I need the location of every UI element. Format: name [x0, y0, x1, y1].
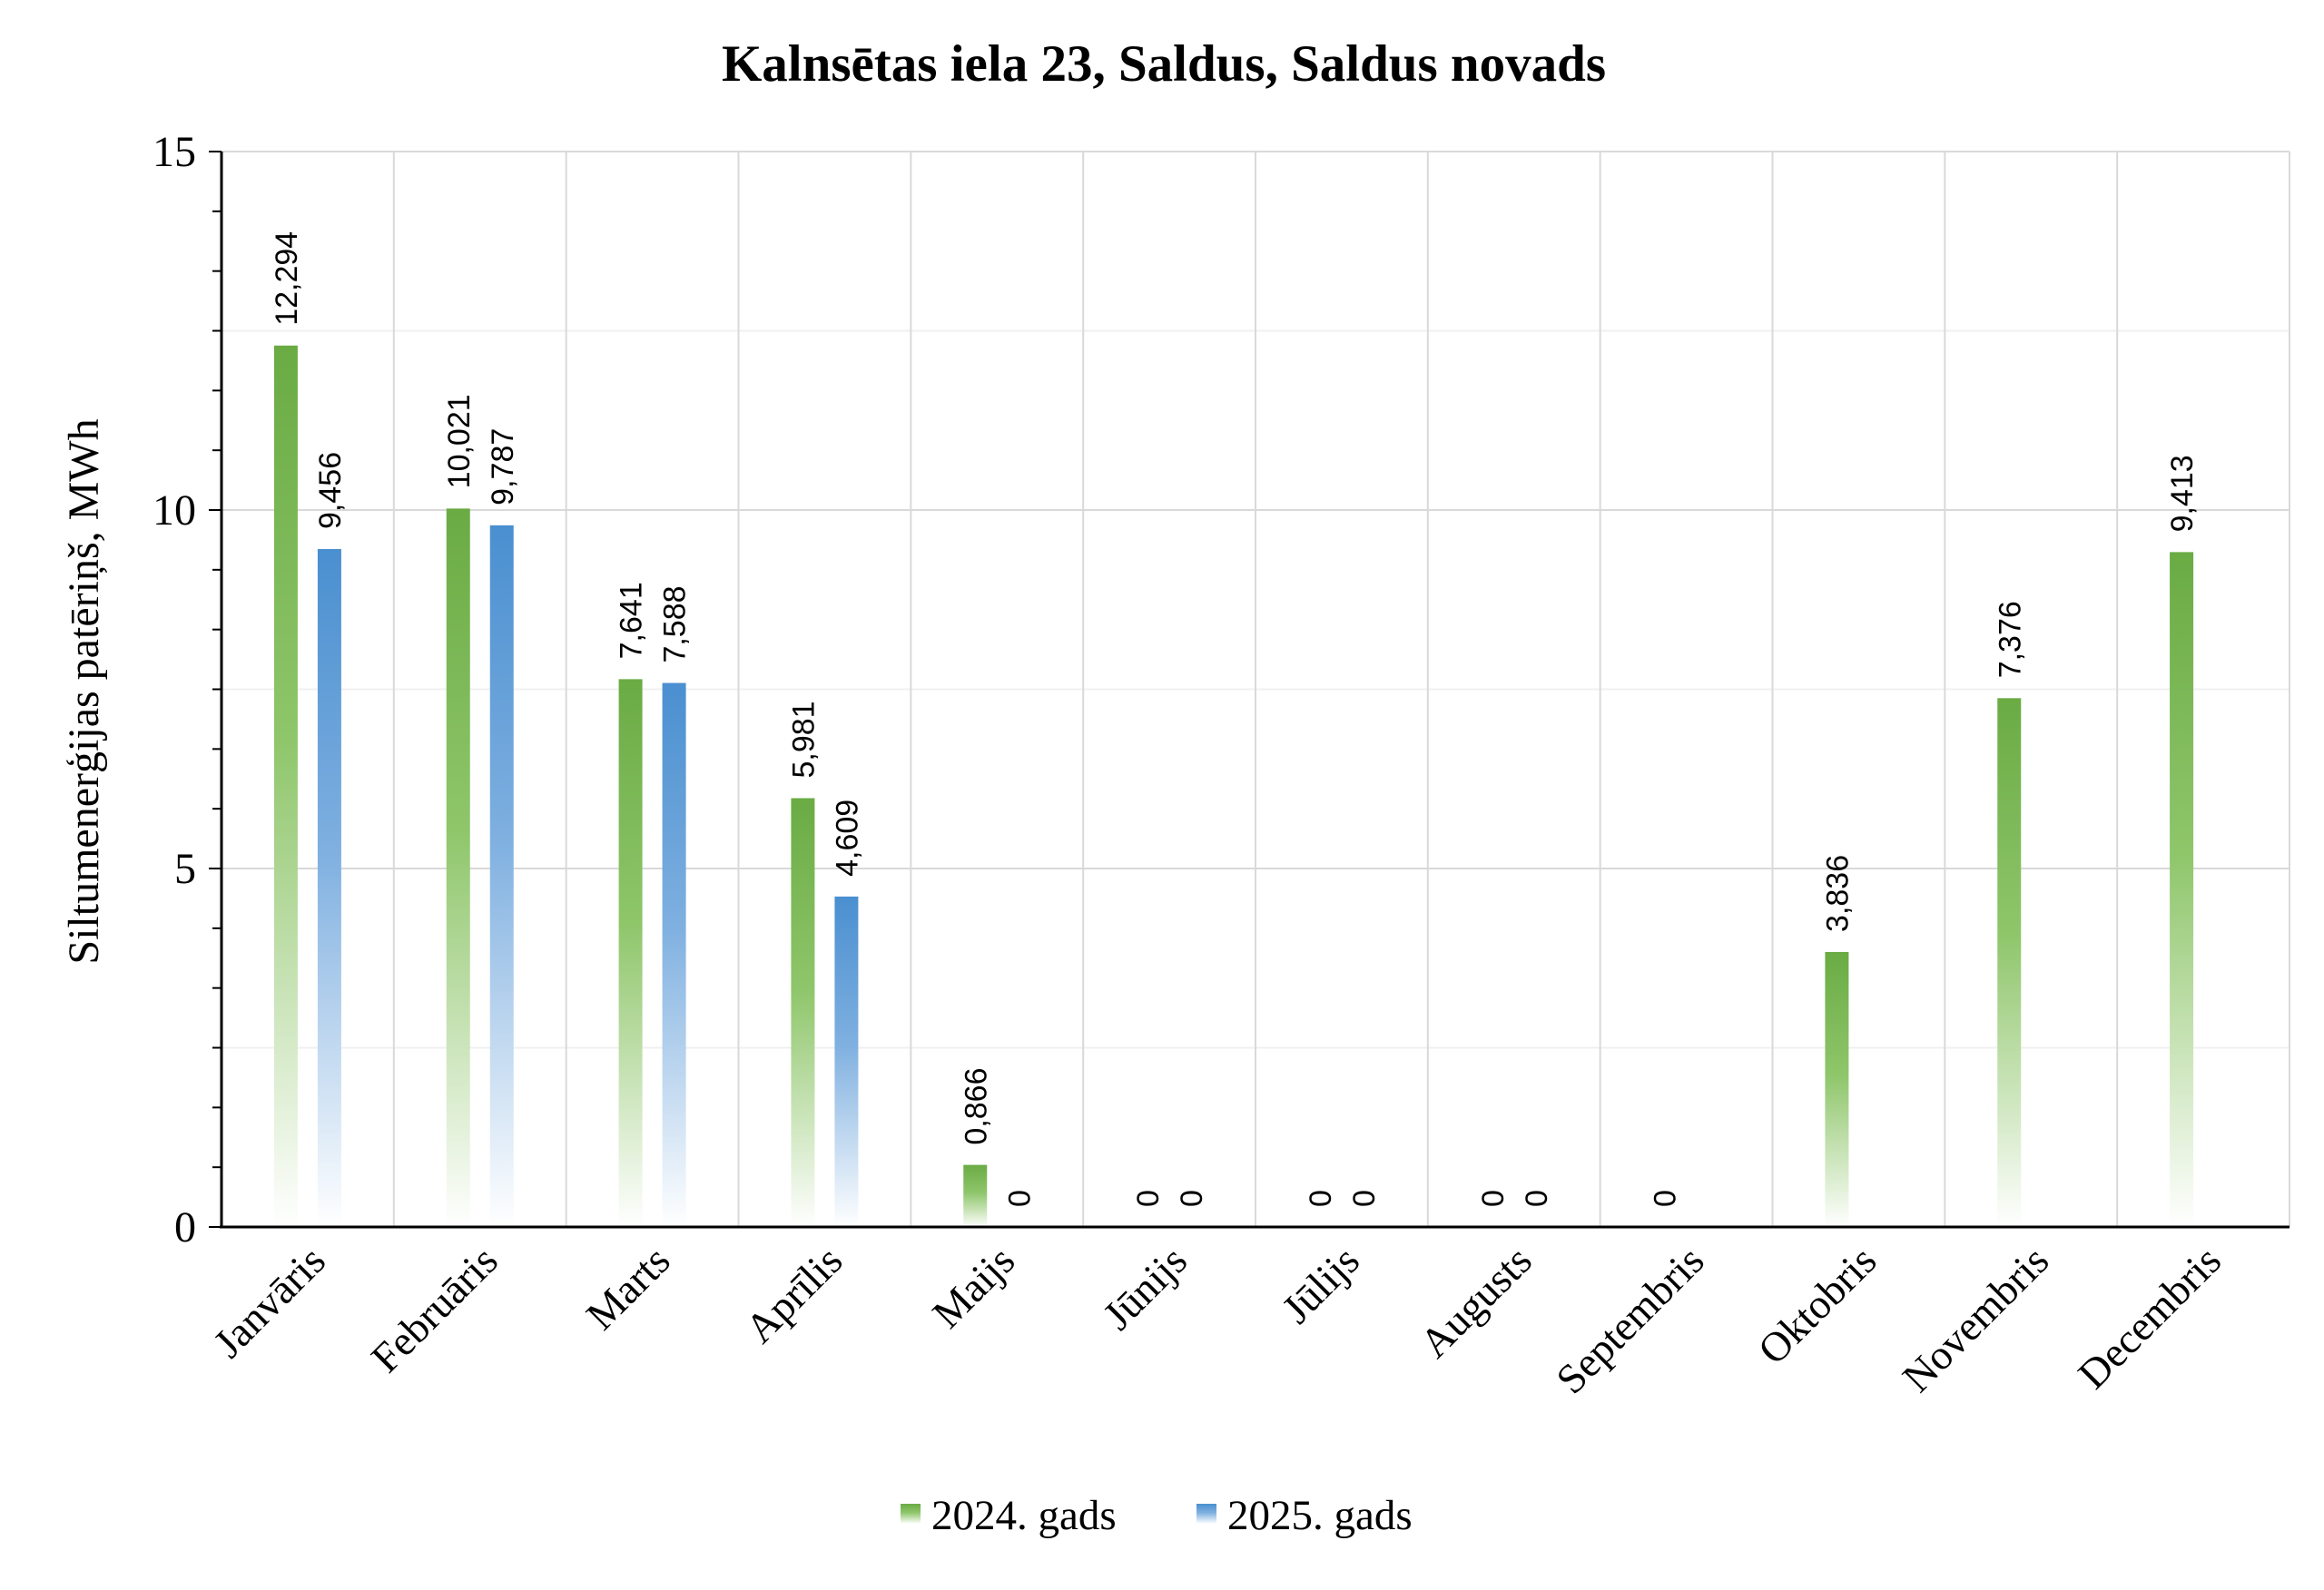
x-tick-label-9: Oktobris [1749, 1237, 1886, 1373]
data-label-2024-7: 0 [1476, 1190, 1511, 1207]
x-tick-labels: Janvāris Februāris Marts Aprīlis Maijs Jūnijs… [204, 1237, 2230, 1402]
data-label-2025-3: 4,609 [830, 800, 864, 877]
data-label-2025-5: 0 [1175, 1190, 1209, 1207]
bar-2024-9 [1825, 951, 1849, 1227]
bar-2025-0 [317, 548, 341, 1227]
data-label-2024-9: 3,836 [1820, 855, 1855, 932]
y-tick-label-0: 0 [174, 1203, 196, 1251]
data-label-2025-7: 0 [1520, 1190, 1554, 1207]
data-label-2024-1: 10,021 [442, 394, 477, 488]
x-tick-label-0: Janvāris [204, 1237, 334, 1367]
data-label-2024-6: 0 [1304, 1190, 1338, 1207]
x-tick-label-1: Februāris [362, 1237, 507, 1381]
bar-2024-2 [618, 679, 643, 1227]
data-label-2025-1: 9,787 [486, 428, 520, 505]
x-tick-label-10: Novembris [1894, 1237, 2058, 1401]
y-axis-label: Siltumenerģijas patēriņš, MWh [60, 418, 108, 964]
bar-2025-3 [834, 896, 859, 1227]
x-tick-label-3: Aprīlis [736, 1237, 851, 1351]
y-tick-label-2: 10 [153, 486, 196, 535]
legend-swatch-2024 [901, 1504, 921, 1524]
x-tick-label-11: Decembris [2069, 1237, 2230, 1398]
x-tick-label-8: Septembris [1547, 1237, 1712, 1402]
legend: 2024. gads 2025. gads [901, 1492, 1413, 1539]
data-label-2025-0: 9,456 [313, 452, 348, 529]
legend-swatch-2025 [1196, 1504, 1216, 1524]
data-label-2024-11: 9,413 [2165, 455, 2200, 532]
x-tick-label-7: Augusts [1411, 1237, 1541, 1367]
y-tick-labels: 0 5 10 15 [153, 128, 196, 1251]
data-label-2024-8: 0 [1649, 1190, 1683, 1207]
x-tick-label-2: Marts [577, 1237, 679, 1339]
legend-label-2024: 2024. gads [931, 1492, 1117, 1539]
x-tick-label-5: Jūnijs [1094, 1237, 1196, 1339]
data-label-2024-0: 12,294 [270, 231, 304, 326]
bar-2024-11 [2170, 552, 2194, 1227]
data-label-2024-2: 7,641 [615, 582, 649, 659]
bar-2024-3 [791, 798, 815, 1227]
data-label-2024-4: 0,866 [959, 1067, 993, 1144]
x-tick-label-4: Maijs [923, 1237, 1023, 1337]
chart-title: Kalnsētas iela 23, Saldus, Saldus novads [722, 35, 1606, 93]
bar-2024-4 [963, 1164, 988, 1227]
data-label-2025-6: 0 [1347, 1190, 1382, 1207]
x-tick-label-6: Jūlijs [1273, 1237, 1368, 1332]
data-label-2025-2: 7,588 [658, 585, 693, 662]
legend-label-2025: 2025. gads [1227, 1492, 1413, 1539]
gridlines [222, 151, 2290, 1227]
bar-2024-10 [1997, 698, 2022, 1227]
axes [209, 151, 2290, 1229]
data-label-2024-10: 7,376 [1993, 601, 2027, 678]
bar-2025-2 [662, 682, 686, 1227]
bar-2024-0 [273, 345, 298, 1227]
bars [273, 345, 2194, 1227]
y-tick-label-3: 15 [153, 128, 196, 176]
data-label-2024-3: 5,981 [786, 701, 821, 778]
data-label-2024-5: 0 [1131, 1190, 1166, 1207]
bar-2025-1 [489, 525, 514, 1227]
bar-2024-1 [446, 508, 470, 1227]
data-label-2025-4: 0 [1002, 1190, 1037, 1207]
y-tick-label-1: 5 [174, 845, 196, 893]
